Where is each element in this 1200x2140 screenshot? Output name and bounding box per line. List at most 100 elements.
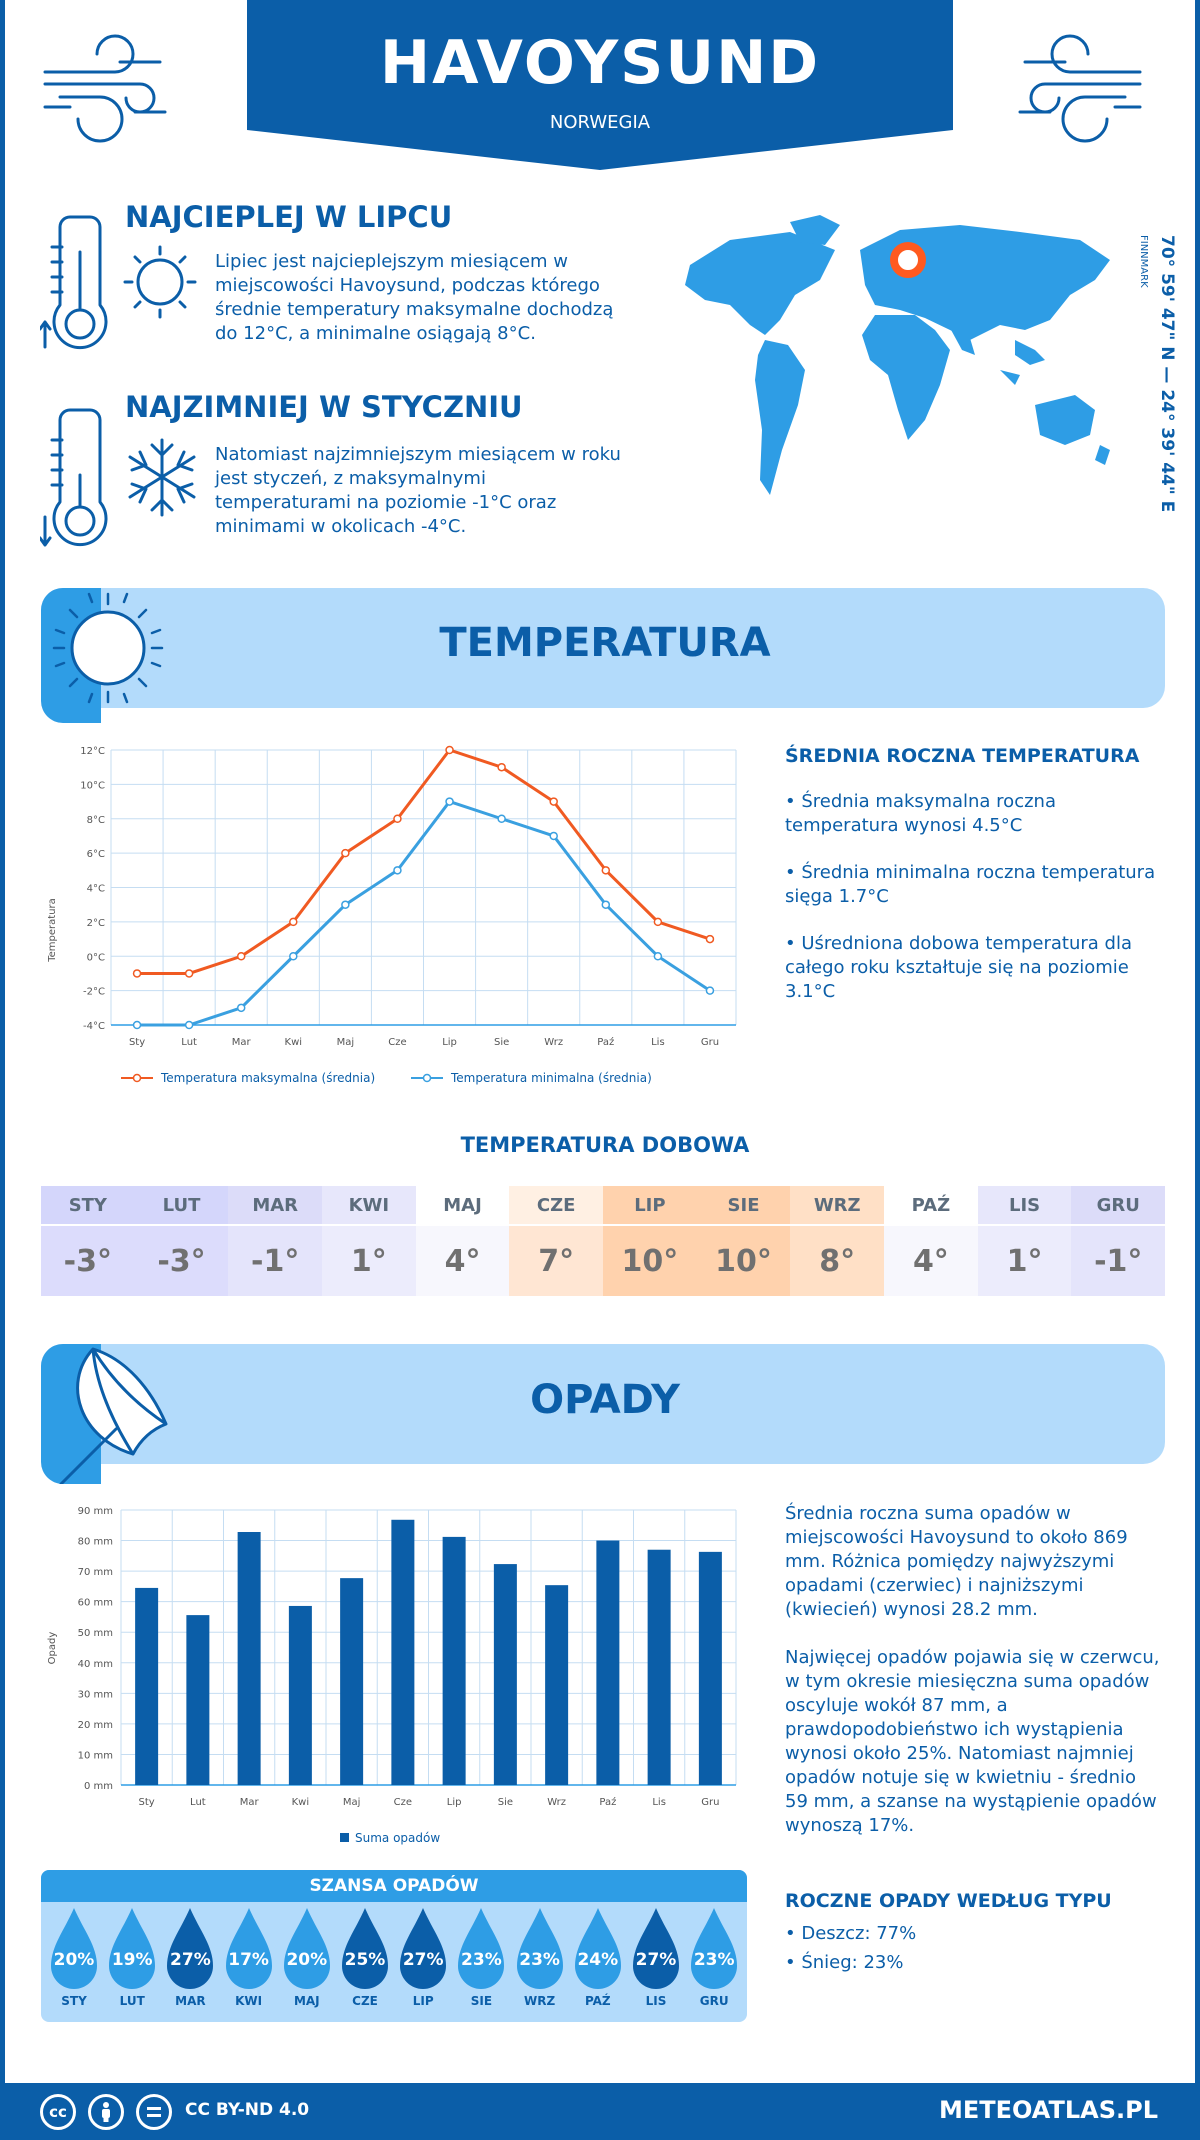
temp-point [341, 900, 350, 909]
chance-value: 23% [461, 1950, 502, 1970]
temp-point [289, 952, 298, 961]
prec-xtick: Lut [190, 1797, 206, 1808]
temp-point [497, 762, 506, 772]
precipitation-title: OPADY [530, 1377, 680, 1423]
chance-month: WRZ [524, 1994, 556, 2008]
city-name: HAVOYSUND [379, 28, 821, 98]
prec-xtick: Sie [498, 1797, 513, 1808]
temp-point [184, 1020, 194, 1030]
drop-icon [225, 1908, 272, 1989]
region-name: FINNMARK [1138, 235, 1149, 288]
daily-month: CZE [509, 1186, 604, 1224]
legend-max-label: Temperatura maksymalna (średnia) [160, 1071, 375, 1085]
temp-ytick: -4°C [83, 1021, 105, 1032]
daily-cell: LIS 1° [977, 1186, 1072, 1296]
temp-point [236, 1003, 246, 1013]
annual-temp-title: ŚREDNIA ROCZNA TEMPERATURA [785, 745, 1140, 767]
prec-xtick: Wrz [547, 1797, 566, 1808]
chance-drop: 17% KWI [220, 1906, 278, 2022]
drop-icon [633, 1908, 679, 1989]
chance-value: 27% [170, 1950, 211, 1970]
daily-cell: WRZ 8° [790, 1186, 885, 1296]
chance-month: STY [61, 1994, 87, 2008]
site-link[interactable]: METEOATLAS.PL [938, 2096, 1158, 2124]
precip-chance-title: SZANSA OPADÓW [41, 1870, 747, 1902]
chance-value: 27% [402, 1950, 444, 1970]
chance-value: 24% [577, 1950, 619, 1970]
drop-icon [109, 1908, 156, 1989]
prec-xtick: Lip [447, 1797, 462, 1808]
prec-ytick: 50 mm [78, 1628, 113, 1639]
prec-bar [237, 1532, 261, 1785]
chance-month: SIE [470, 1994, 493, 2008]
daily-temp-table: STY -3° LUT -3° MAR -1° KWI 1° MAJ 4° CZE 7° LIP 10° S… [41, 1186, 1166, 1296]
prec-xtick: Cze [394, 1797, 412, 1808]
prec-ytick: 0 mm [84, 1781, 113, 1792]
temp-xtick: Lis [651, 1037, 665, 1048]
chance-drop: 19% LUT [103, 1906, 161, 2022]
chance-month: CZE [352, 1994, 378, 2008]
temp-point [497, 814, 506, 823]
temp-max-line [137, 748, 711, 975]
precip-types-title: ROCZNE OPADY WEDŁUG TYPU [785, 1890, 1112, 1912]
precip-type-snow: • Śnieg: 23% [785, 1952, 904, 1973]
prec-ytick: 30 mm [78, 1689, 113, 1700]
daily-month: LIS [977, 1186, 1072, 1224]
temp-xtick: Sty [129, 1037, 145, 1048]
temp-point [445, 797, 454, 806]
temp-xtick: Paź [597, 1036, 614, 1048]
prec-xtick: Paź [599, 1796, 616, 1808]
chance-value: 19% [111, 1950, 153, 1970]
daily-cell: LUT -3° [134, 1186, 229, 1296]
daily-month: LUT [134, 1186, 229, 1224]
temp-point [341, 848, 350, 858]
chance-drop: 23% GRU [685, 1906, 743, 2022]
daily-month: STY [41, 1186, 135, 1224]
precip-detail: Najwięcej opadów pojawia się w czerwcu, … [785, 1647, 1160, 1836]
chance-month: GRU [699, 1994, 729, 2008]
chance-month: LIS [645, 1994, 667, 2008]
temp-xtick: Sie [494, 1037, 509, 1048]
drop-icon [400, 1908, 447, 1989]
daily-value: 4° [884, 1224, 978, 1296]
temp-point [445, 745, 454, 755]
sun-icon [41, 588, 164, 723]
daily-value: 10° [603, 1224, 697, 1296]
temp-xtick: Wrz [544, 1037, 563, 1048]
chance-month: MAJ [293, 1994, 320, 2008]
temp-point [653, 917, 663, 927]
prec-xtick: Sty [139, 1797, 155, 1808]
precipitation-band [41, 1344, 1165, 1464]
daily-month: WRZ [790, 1186, 885, 1224]
temperature-band [41, 588, 1165, 708]
chance-value: 20% [53, 1950, 95, 1970]
temp-min-line [137, 799, 711, 1027]
temp-xtick: Maj [337, 1037, 355, 1048]
region-box: FINNMARK [1135, 235, 1155, 325]
daily-value: 1° [977, 1224, 1072, 1296]
daily-value: 4° [415, 1224, 510, 1296]
drop-icon [283, 1908, 330, 1989]
coords-box: 70° 59' 47" N — 24° 39' 44" E [1155, 235, 1177, 512]
temp-ytick: 10°C [80, 780, 105, 791]
chance-drop: 25% CZE [336, 1906, 394, 2022]
chance-drop: 23% SIE [452, 1906, 510, 2022]
drop-icon [516, 1908, 563, 1989]
temperature-chart: Temperatura -4°C -2°C 0°C 2°C 4°C 6°C 8°C 10°C 1… [47, 745, 737, 1085]
temp-point [705, 934, 715, 944]
person-icon [88, 2094, 124, 2130]
temp-point [705, 986, 715, 995]
prec-xtick: Maj [343, 1797, 361, 1808]
prec-ytick: 60 mm [78, 1598, 113, 1609]
prec-xtick: Lis [652, 1797, 666, 1808]
temp-ytick: 6°C [87, 849, 105, 860]
chance-value: 23% [693, 1950, 735, 1970]
temp-point [184, 969, 194, 978]
daily-month: SIE [696, 1186, 791, 1224]
temp-ytick: 0°C [87, 952, 105, 963]
temp-ylabel: Temperatura [47, 898, 58, 963]
wind-icon-right [1018, 34, 1142, 143]
annual-temp-avg: • Uśredniona dobowa temperatura dla całe… [785, 933, 1133, 1002]
license-label: CC BY-ND 4.0 [185, 2100, 310, 2120]
temp-point [601, 866, 611, 875]
